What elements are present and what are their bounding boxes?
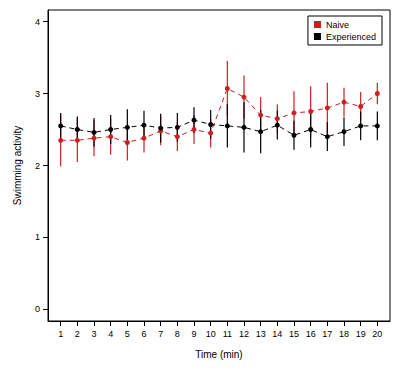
svg-text:3: 3 — [35, 89, 40, 99]
svg-text:14: 14 — [272, 329, 282, 339]
svg-text:Swimming activity: Swimming activity — [12, 126, 23, 205]
svg-text:2: 2 — [75, 329, 80, 339]
svg-text:17: 17 — [322, 329, 332, 339]
svg-text:19: 19 — [356, 329, 366, 339]
svg-text:Experienced: Experienced — [326, 32, 376, 42]
svg-text:10: 10 — [206, 329, 216, 339]
svg-text:4: 4 — [108, 329, 113, 339]
svg-text:1: 1 — [35, 232, 40, 242]
svg-text:4: 4 — [35, 17, 40, 27]
svg-text:13: 13 — [256, 329, 266, 339]
svg-text:1: 1 — [58, 329, 63, 339]
svg-text:12: 12 — [239, 329, 249, 339]
svg-text:7: 7 — [158, 329, 163, 339]
svg-text:Time (min): Time (min) — [195, 349, 242, 360]
svg-text:3: 3 — [91, 329, 96, 339]
svg-text:8: 8 — [175, 329, 180, 339]
svg-text:5: 5 — [125, 329, 130, 339]
svg-text:0: 0 — [35, 304, 40, 314]
svg-text:18: 18 — [339, 329, 349, 339]
svg-text:16: 16 — [306, 329, 316, 339]
svg-text:20: 20 — [372, 329, 382, 339]
svg-text:6: 6 — [141, 329, 146, 339]
svg-text:11: 11 — [223, 329, 232, 339]
svg-text:15: 15 — [289, 329, 299, 339]
svg-text:9: 9 — [191, 329, 196, 339]
svg-text:2: 2 — [35, 161, 40, 171]
svg-text:Naive: Naive — [326, 20, 349, 30]
